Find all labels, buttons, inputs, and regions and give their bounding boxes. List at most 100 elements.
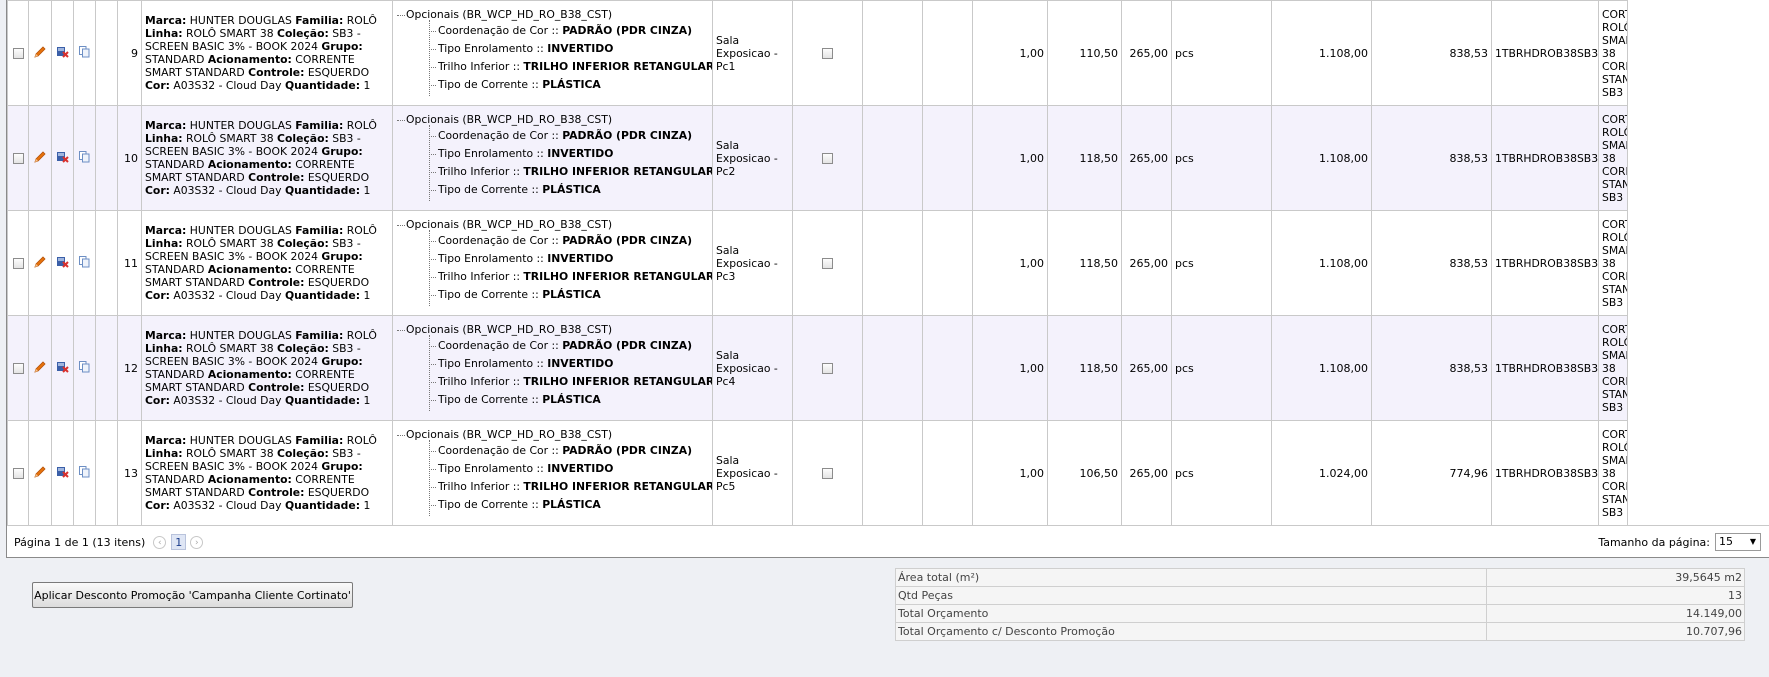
desc-value-controle: ESQUERDO [307, 381, 370, 394]
option-node: Tipo Enrolamento :: INVERTIDO [429, 249, 613, 269]
location: Sala Exposicao - Pc5 [716, 453, 778, 493]
row-flag-checkbox[interactable] [822, 153, 833, 164]
options-root: Opcionais (BR_WCP_HD_RO_B38_CST) [396, 320, 612, 340]
height-value: 118,50 [1047, 315, 1122, 421]
desc-value-grupo: STANDARD [145, 53, 205, 66]
height-value: 110,50 [1047, 0, 1122, 106]
option-value: TRILHO INFERIOR RETANGULAR [523, 60, 713, 73]
desc-label-familia: Familia: [295, 329, 344, 342]
pencil-icon[interactable] [33, 150, 47, 167]
option-key: Tipo Enrolamento [438, 357, 534, 370]
item-description: Marca: HUNTER DOUGLAS Familia: ROLÔ Linh… [145, 14, 389, 92]
row-select-checkbox[interactable] [12, 48, 24, 59]
row-select-checkbox[interactable] [12, 153, 24, 164]
delete-icon[interactable] [56, 257, 69, 271]
line-discount-total: 838,53 [1371, 315, 1492, 421]
pager: Página 1 de 1 (13 itens) ‹ 1 › Tamanho d… [7, 525, 1769, 558]
option-sep: :: [548, 129, 563, 142]
row-select-checkbox[interactable] [12, 258, 24, 269]
pencil-icon[interactable] [33, 45, 47, 62]
pencil-icon[interactable] [33, 255, 47, 272]
options-root: Opcionais (BR_WCP_HD_RO_B38_CST) [396, 425, 612, 445]
unit: pcs [1171, 315, 1272, 421]
apply-promo-discount-button[interactable]: Aplicar Desconto Promoção 'Campanha Clie… [32, 582, 353, 608]
desc-label-familia: Familia: [295, 119, 344, 132]
items-table: 9 Marca: HUNTER DOUGLAS Familia: ROLÔ Lin… [7, 0, 1628, 526]
product-code: 1TBRHDROB38SB3CST [1491, 420, 1599, 526]
options-tree: Opcionais (BR_WCP_HD_RO_B38_CST) Coordena… [396, 425, 712, 525]
option-node: Coordenação de Cor :: PADRÃO (PDR CINZA) [429, 126, 692, 146]
option-value: INVERTIDO [547, 147, 614, 160]
pencil-icon[interactable] [33, 465, 47, 482]
row-flag-checkbox[interactable] [822, 363, 833, 374]
desc-label-acionamento: Acionamento: [207, 158, 292, 171]
desc-label-quantidade: Quantidade: [284, 289, 361, 302]
line-total: 1.108,00 [1271, 105, 1372, 211]
row-flag-checkbox[interactable] [822, 258, 833, 269]
row-select-checkbox[interactable] [12, 468, 24, 479]
option-node: Trilho Inferior :: TRILHO INFERIOR RETAN… [429, 57, 713, 77]
empty-cell [95, 210, 118, 316]
row-number: 13 [117, 420, 142, 526]
product-code: 1TBRHDROB38SB3CST [1491, 210, 1599, 316]
desc-value-quantidade: 1 [363, 289, 371, 302]
pager-next-button[interactable]: › [190, 535, 204, 549]
empty-cell [95, 315, 118, 421]
width-value: 1,00 [972, 0, 1048, 106]
copy-icon[interactable] [78, 361, 91, 376]
option-sep: :: [533, 357, 548, 370]
option-sep: :: [509, 375, 524, 388]
desc-label-cor: Cor: [145, 394, 170, 407]
option-value: TRILHO INFERIOR RETANGULAR [523, 375, 713, 388]
copy-icon[interactable] [78, 256, 91, 271]
totals-value: 10.707,96 [1486, 622, 1745, 641]
option-sep: :: [509, 60, 524, 73]
empty-cell [862, 420, 923, 526]
desc-label-quantidade: Quantidade: [284, 79, 361, 92]
option-key: Trilho Inferior [438, 165, 510, 178]
pencil-icon[interactable] [33, 360, 47, 377]
page-size-select[interactable]: 15 ▼ [1715, 533, 1761, 551]
desc-label-colecao: Coleção: [277, 447, 329, 460]
chevron-down-icon: ▼ [1749, 537, 1756, 546]
empty-cell [862, 315, 923, 421]
desc-value-linha: ROLÔ SMART 38 [186, 447, 274, 460]
desc-value-linha: ROLÔ SMART 38 [186, 27, 274, 40]
table-row: 9 Marca: HUNTER DOUGLAS Familia: ROLÔ Lin… [7, 0, 1628, 106]
option-sep: :: [548, 24, 563, 37]
desc-label-linha: Linha: [145, 27, 183, 40]
delete-icon[interactable] [56, 152, 69, 166]
option-key: Tipo de Corrente [438, 498, 529, 511]
copy-icon[interactable] [78, 466, 91, 481]
product-name: CORTINA ROLÔ SMART 38 CORRENTE STANDARD … [1602, 322, 1628, 414]
delete-icon[interactable] [56, 362, 69, 376]
pager-page-1[interactable]: 1 [171, 534, 187, 550]
option-sep: :: [548, 339, 563, 352]
empty-cell [862, 210, 923, 316]
row-flag-checkbox[interactable] [822, 48, 833, 59]
desc-value-linha: ROLÔ SMART 38 [186, 132, 274, 145]
row-flag-checkbox[interactable] [822, 468, 833, 479]
option-key: Tipo de Corrente [438, 78, 529, 91]
delete-icon[interactable] [56, 47, 69, 61]
desc-value-cor: A03S32 - Cloud Day [173, 499, 282, 512]
totals-value: 14.149,00 [1486, 604, 1745, 623]
desc-label-controle: Controle: [248, 276, 305, 289]
copy-icon[interactable] [78, 151, 91, 166]
delete-icon[interactable] [56, 467, 69, 481]
option-key: Trilho Inferior [438, 270, 510, 283]
option-value: TRILHO INFERIOR RETANGULAR [523, 270, 713, 283]
option-sep: :: [528, 498, 543, 511]
row-number: 12 [117, 315, 142, 421]
option-sep: :: [528, 183, 543, 196]
option-sep: :: [533, 252, 548, 265]
option-value: INVERTIDO [547, 42, 614, 55]
row-select-checkbox[interactable] [12, 363, 24, 374]
desc-value-quantidade: 1 [363, 79, 371, 92]
desc-label-marca: Marca: [145, 224, 187, 237]
desc-label-colecao: Coleção: [277, 132, 329, 145]
option-sep: :: [548, 444, 563, 457]
copy-icon[interactable] [78, 46, 91, 61]
pager-prev-button[interactable]: ‹ [153, 535, 167, 549]
row-number: 9 [117, 0, 142, 106]
